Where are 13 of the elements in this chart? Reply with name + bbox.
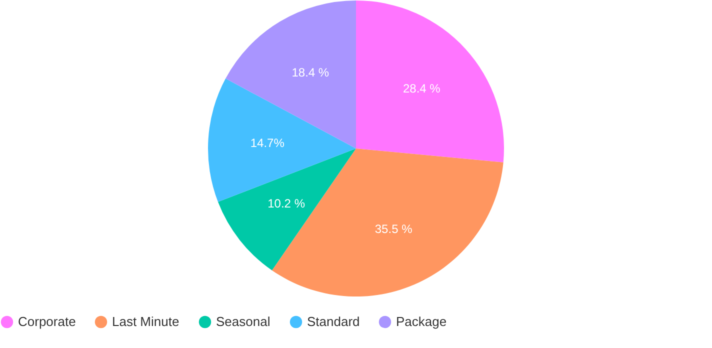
legend-label: Seasonal (216, 314, 270, 329)
data-label: 10.2 % (268, 196, 306, 211)
legend-label: Last Minute (112, 314, 180, 329)
legend-label: Standard (307, 314, 360, 329)
legend-label: Corporate (18, 314, 76, 329)
data-label: 28.4 % (402, 82, 441, 96)
pie-slice (218, 148, 356, 270)
data-label: 35.5 % (374, 222, 413, 236)
pie-slice (356, 0, 504, 162)
data-label: 18.4 % (292, 65, 330, 80)
data-label: 14.7% (250, 136, 285, 150)
pie-slice (226, 0, 356, 148)
legend-label: Package (396, 314, 447, 329)
